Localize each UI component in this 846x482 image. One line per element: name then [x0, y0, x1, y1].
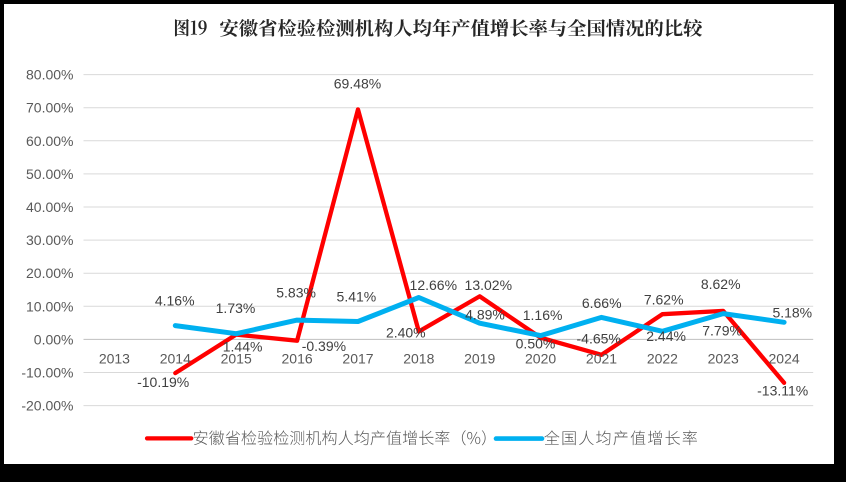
svg-text:5.41%: 5.41% [337, 288, 377, 304]
svg-text:4.89%: 4.89% [465, 306, 505, 322]
svg-text:2.40%: 2.40% [386, 324, 426, 340]
svg-text:2018: 2018 [403, 350, 434, 366]
svg-text:2019: 2019 [464, 350, 495, 366]
svg-text:5.83%: 5.83% [276, 285, 316, 301]
svg-text:30.00%: 30.00% [26, 232, 73, 248]
svg-text:50.00%: 50.00% [26, 166, 73, 182]
svg-text:5.18%: 5.18% [772, 305, 812, 321]
svg-text:7.62%: 7.62% [644, 292, 684, 308]
svg-text:2013: 2013 [99, 350, 130, 366]
svg-text:2022: 2022 [647, 350, 678, 366]
svg-text:2020: 2020 [525, 350, 556, 366]
svg-text:2024: 2024 [769, 350, 800, 366]
svg-text:10.00%: 10.00% [26, 298, 73, 314]
svg-text:-0.39%: -0.39% [302, 338, 346, 354]
svg-text:-10.00%: -10.00% [21, 365, 73, 381]
svg-text:2014: 2014 [160, 350, 191, 366]
svg-text:0.00%: 0.00% [34, 331, 74, 347]
svg-text:1.16%: 1.16% [523, 307, 563, 323]
svg-text:-13.11%: -13.11% [757, 382, 808, 398]
svg-text:1.73%: 1.73% [216, 300, 256, 316]
svg-text:12.66%: 12.66% [410, 277, 457, 293]
svg-text:2023: 2023 [708, 350, 739, 366]
svg-text:2.44%: 2.44% [646, 328, 686, 344]
svg-text:40.00%: 40.00% [26, 199, 73, 215]
svg-text:70.00%: 70.00% [26, 100, 73, 116]
svg-text:4.16%: 4.16% [155, 292, 195, 308]
svg-text:2015: 2015 [221, 350, 252, 366]
svg-text:-10.19%: -10.19% [137, 374, 189, 390]
svg-text:8.62%: 8.62% [701, 276, 741, 292]
svg-text:-20.00%: -20.00% [21, 398, 73, 414]
svg-text:-4.65%: -4.65% [577, 331, 621, 347]
svg-text:2017: 2017 [342, 350, 373, 366]
svg-text:20.00%: 20.00% [26, 265, 73, 281]
svg-text:2016: 2016 [282, 350, 313, 366]
svg-text:6.66%: 6.66% [582, 295, 622, 311]
svg-text:69.48%: 69.48% [334, 76, 381, 92]
svg-text:2021: 2021 [586, 350, 617, 366]
svg-text:60.00%: 60.00% [26, 133, 73, 149]
svg-text:1.44%: 1.44% [223, 338, 263, 354]
svg-text:13.02%: 13.02% [465, 277, 512, 293]
svg-text:0.50%: 0.50% [516, 335, 556, 351]
svg-text:7.79%: 7.79% [702, 322, 742, 338]
svg-text:80.00%: 80.00% [26, 67, 73, 83]
